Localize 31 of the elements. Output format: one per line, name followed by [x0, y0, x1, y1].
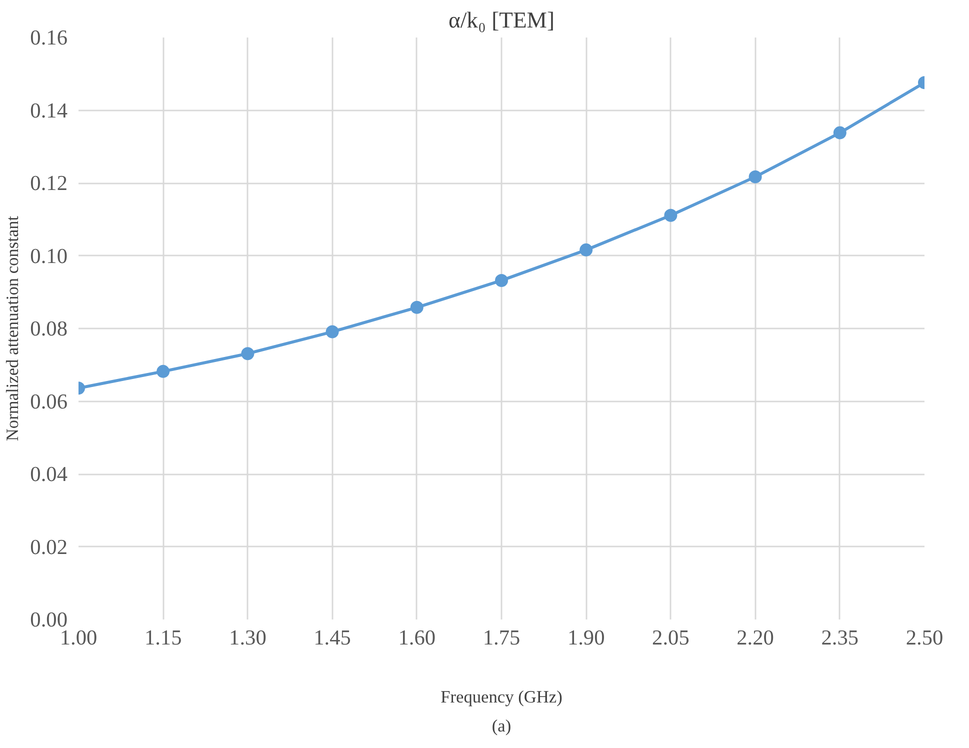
chart-title: α/k₀ [TEM] — [448, 8, 554, 32]
x-tick-label: 2.05 — [652, 626, 690, 650]
y-tick-label: 0.12 — [30, 171, 68, 195]
point — [664, 208, 678, 222]
y-tick-label: 0.02 — [30, 534, 68, 559]
text: (a) — [492, 716, 512, 736]
point — [748, 170, 762, 184]
x-tick-label: 1.90 — [567, 626, 605, 650]
x-tick-label: 1.75 — [482, 626, 520, 650]
point — [833, 126, 846, 140]
point — [156, 364, 170, 378]
x-axis-title: Frequency (GHz) — [440, 688, 563, 706]
x-tick-label: 1.45 — [314, 626, 351, 650]
y-tick-label: 0.06 — [30, 389, 68, 414]
point — [326, 325, 339, 338]
x-tick-label: 2.50 — [906, 626, 944, 650]
y-axis-title: Normalized attenuation constant — [3, 216, 22, 442]
point — [580, 243, 593, 256]
x-tick-label: 1.15 — [144, 626, 182, 650]
x-tick-label: 2.35 — [821, 626, 859, 650]
x-tick-label: 1.60 — [398, 626, 436, 650]
x-tick-label: 1.30 — [229, 626, 266, 650]
point — [241, 347, 254, 360]
y-tick-label: 0.14 — [30, 98, 68, 122]
y-tick-label: 0.08 — [30, 316, 68, 340]
y-tick-label: 0.16 — [30, 26, 68, 50]
y-tick-label: 0.04 — [30, 462, 68, 486]
y-tick-label: 0.10 — [30, 244, 68, 268]
x-tick-label: 2.20 — [736, 626, 774, 650]
point — [495, 274, 508, 287]
point — [410, 300, 424, 314]
